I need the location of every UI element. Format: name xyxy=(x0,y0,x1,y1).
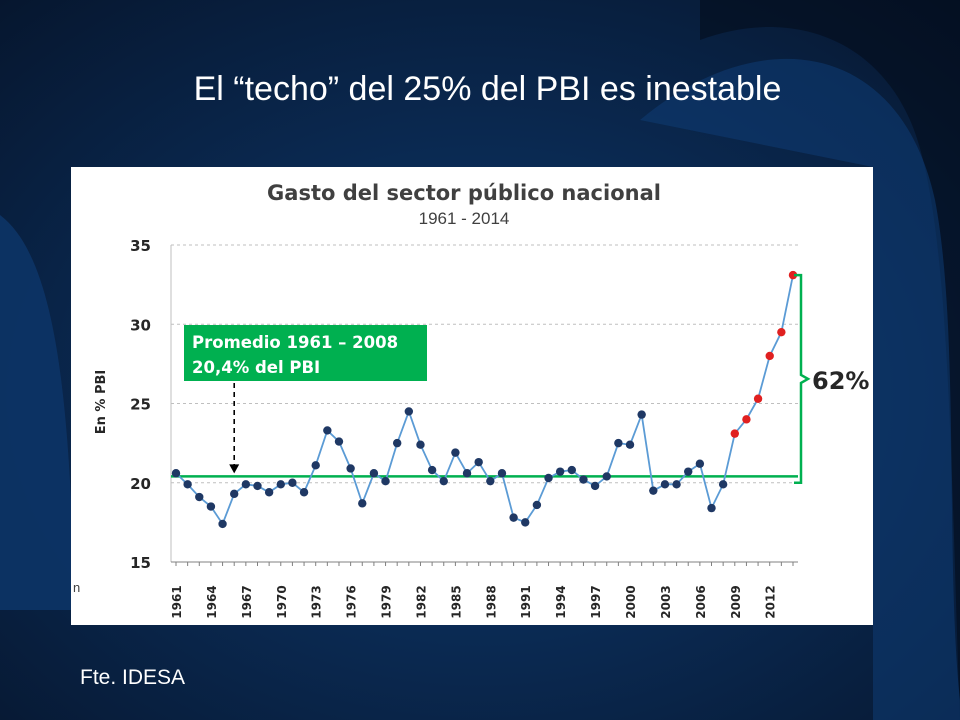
x-tick-label: 2009 xyxy=(729,585,743,618)
average-callout-line1: Promedio 1961 – 2008 xyxy=(192,333,398,352)
x-tick-label: 1973 xyxy=(310,585,324,618)
data-point xyxy=(637,410,646,419)
data-point xyxy=(544,473,553,483)
data-point-highlight xyxy=(742,415,751,424)
data-point xyxy=(614,438,623,448)
average-callout xyxy=(184,325,427,381)
increase-label: 62% xyxy=(812,367,869,395)
data-point xyxy=(567,465,577,475)
data-point xyxy=(684,467,693,476)
data-point xyxy=(381,476,390,486)
x-tick-label: 1982 xyxy=(414,585,428,618)
x-tick-label: 1976 xyxy=(345,585,359,618)
slide-title: El “techo” del 25% del PBI es inestable xyxy=(193,70,782,108)
data-point xyxy=(695,459,705,468)
data-point-highlight xyxy=(730,429,739,438)
data-point xyxy=(299,488,309,497)
data-point xyxy=(672,480,681,489)
data-point xyxy=(171,469,181,478)
x-tick-label: 2006 xyxy=(694,585,708,618)
data-point xyxy=(334,437,344,446)
line-chart: Gasto del sector público nacional 1961 -… xyxy=(73,181,869,619)
y-tick-label: 25 xyxy=(130,396,151,414)
x-tick-label: 1964 xyxy=(205,585,219,618)
source-note: Fte. IDESA xyxy=(80,666,186,689)
data-point xyxy=(660,480,670,489)
data-point xyxy=(649,486,658,495)
data-point-highlight xyxy=(765,351,774,361)
data-point xyxy=(241,480,251,489)
data-point xyxy=(195,492,204,502)
y-tick-label: 30 xyxy=(130,316,151,334)
data-point xyxy=(625,440,635,449)
y-tick-label: 35 xyxy=(130,237,151,255)
x-tick-label: 1997 xyxy=(589,585,603,618)
data-point xyxy=(323,426,332,435)
data-point xyxy=(311,461,320,470)
chart-subtitle: 1961 - 2014 xyxy=(419,209,510,228)
data-point xyxy=(218,519,227,529)
y-axis-label: En % PBI xyxy=(94,370,109,435)
x-tick-label: 1991 xyxy=(519,585,533,618)
data-point xyxy=(404,407,414,416)
data-point xyxy=(264,488,274,497)
x-tick-label: 2003 xyxy=(659,585,673,618)
average-arrow-head xyxy=(229,464,240,474)
data-point-highlight xyxy=(777,327,786,337)
data-point xyxy=(718,480,728,489)
data-point xyxy=(532,500,542,510)
data-point xyxy=(462,469,472,478)
data-point xyxy=(206,502,216,511)
data-point xyxy=(253,481,262,491)
data-point xyxy=(369,469,379,478)
y-tick-label: 15 xyxy=(130,554,151,572)
data-point xyxy=(602,472,611,481)
x-tick-label: 1979 xyxy=(380,585,394,618)
data-point xyxy=(579,475,588,484)
x-tick-label: 2000 xyxy=(624,585,638,618)
x-tick-label: 2012 xyxy=(764,585,778,618)
data-point xyxy=(439,476,448,486)
data-point xyxy=(509,513,518,522)
data-point xyxy=(230,489,239,499)
data-point xyxy=(707,503,716,513)
data-point xyxy=(497,469,507,478)
data-point xyxy=(416,440,425,449)
data-point xyxy=(521,518,530,527)
data-point xyxy=(358,499,367,508)
data-point xyxy=(474,457,483,467)
data-point-highlight xyxy=(788,270,798,280)
stray-label: n xyxy=(73,580,80,595)
data-point xyxy=(451,448,460,457)
data-point xyxy=(555,467,565,476)
y-tick-label: 20 xyxy=(130,475,151,493)
data-point xyxy=(590,481,600,491)
x-tick-label: 1970 xyxy=(275,585,289,618)
x-tick-label: 1961 xyxy=(170,585,184,618)
data-point xyxy=(392,438,402,448)
data-point xyxy=(427,465,437,475)
data-point xyxy=(288,478,297,487)
chart-title: Gasto del sector público nacional xyxy=(267,181,661,205)
average-callout-line2: 20,4% del PBI xyxy=(192,358,320,377)
x-tick-label: 1985 xyxy=(449,585,463,618)
series-line xyxy=(175,274,794,526)
data-point xyxy=(486,476,495,486)
data-point xyxy=(183,480,192,489)
data-point-highlight xyxy=(753,394,763,403)
x-tick-label: 1988 xyxy=(484,585,498,618)
x-tick-label: 1967 xyxy=(240,585,254,618)
data-point xyxy=(276,480,285,489)
chart-panel: Gasto del sector público nacional 1961 -… xyxy=(71,167,873,625)
data-point xyxy=(346,464,355,473)
increase-bracket xyxy=(794,273,811,484)
x-tick-label: 1994 xyxy=(554,585,568,618)
